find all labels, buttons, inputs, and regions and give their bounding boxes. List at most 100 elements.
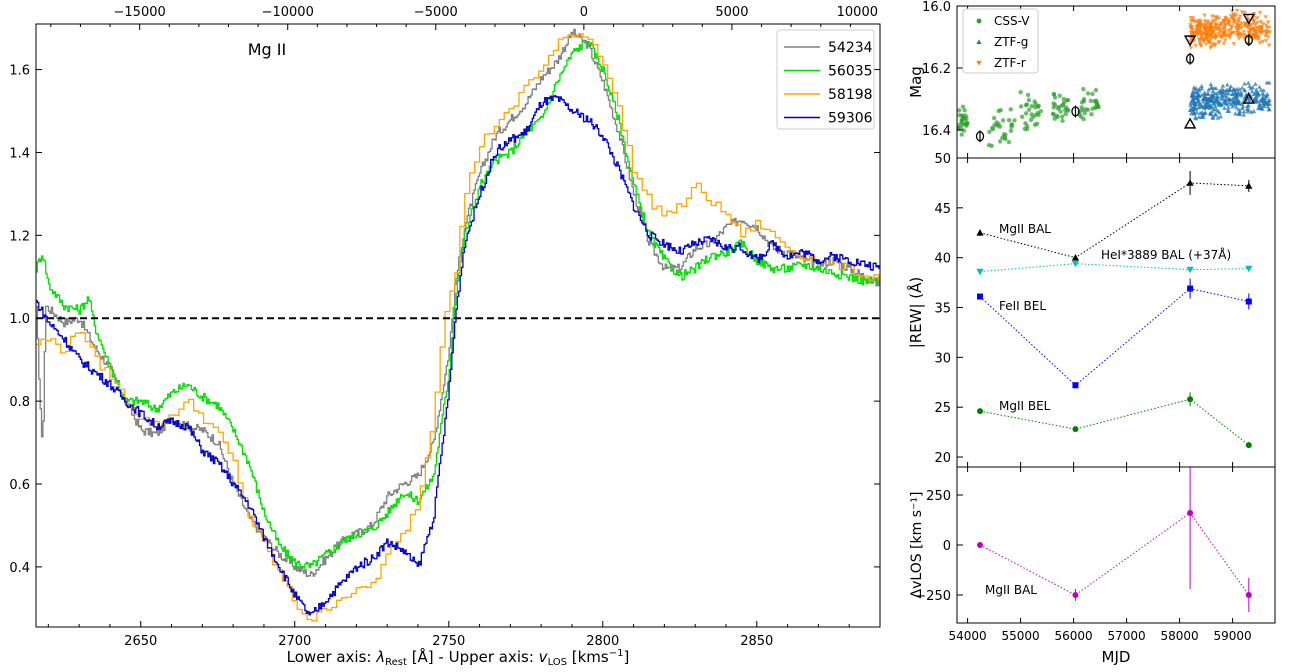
y-tick-label: 0.8 bbox=[9, 395, 30, 410]
lc-point-ztf-g bbox=[1198, 101, 1203, 106]
lc-point-ztf-g bbox=[1210, 88, 1216, 93]
spectrum-line-59306 bbox=[36, 95, 880, 616]
lc-point-ztf-r bbox=[1265, 35, 1271, 40]
lc-point-css-v bbox=[957, 108, 962, 113]
lc-point-css-v bbox=[1036, 104, 1041, 109]
lc-point-ztf-r bbox=[1242, 34, 1248, 39]
rew-point bbox=[1245, 298, 1252, 305]
lc-point-ztf-r bbox=[1257, 10, 1263, 16]
lc-point-ztf-r bbox=[1205, 19, 1211, 24]
lc-point-ztf-r bbox=[1221, 41, 1227, 46]
lc-point-ztf-g bbox=[1251, 108, 1257, 114]
lc-point-css-v bbox=[1029, 104, 1034, 109]
lc-point-ztf-r bbox=[1254, 32, 1259, 37]
lc-point-ztf-r bbox=[1197, 38, 1203, 43]
legend-label: 54234 bbox=[828, 40, 873, 56]
lc-point-ztf-g bbox=[1210, 115, 1216, 120]
y-tick-label: 16.4 bbox=[922, 124, 951, 139]
lc-point-css-v bbox=[1085, 91, 1091, 96]
lc-point-ztf-r bbox=[1263, 23, 1269, 28]
lc-point-ztf-g bbox=[1224, 90, 1229, 95]
legend-label: CSS-V bbox=[994, 14, 1030, 28]
rew-point bbox=[1187, 396, 1194, 403]
lc-point-ztf-g bbox=[1212, 104, 1218, 109]
lc-point-ztf-g bbox=[1220, 93, 1226, 98]
y-tick-label: 30 bbox=[934, 351, 951, 366]
y-tick-label: 45 bbox=[934, 202, 951, 217]
lc-point-css-v bbox=[1059, 114, 1065, 119]
y-tick-label: 1.6 bbox=[9, 64, 30, 79]
velocity-point bbox=[1245, 592, 1252, 598]
lc-point-ztf-r bbox=[1207, 23, 1213, 28]
lc-point-css-v bbox=[1052, 95, 1058, 100]
lc-point-ztf-g bbox=[1267, 107, 1272, 112]
lc-point-ztf-g bbox=[1225, 82, 1230, 87]
lc-point-ztf-g bbox=[1231, 87, 1236, 92]
lc-point-ztf-g bbox=[1218, 114, 1223, 119]
lc-point-ztf-g bbox=[1195, 99, 1200, 104]
lc-point-ztf-r bbox=[1228, 24, 1234, 29]
lc-point-css-v bbox=[1080, 107, 1085, 113]
rew-series-label: MgII BEL bbox=[999, 399, 1051, 413]
y-tick-label: 40 bbox=[934, 252, 951, 267]
lc-point-css-v bbox=[1061, 100, 1067, 105]
lc-point-ztf-r bbox=[1241, 30, 1247, 35]
lightcurve-points bbox=[957, 8, 1272, 149]
lc-point-ztf-r bbox=[1216, 23, 1222, 29]
lc-point-css-v bbox=[961, 128, 967, 133]
lc-point-css-v bbox=[1018, 104, 1024, 109]
lc-point-ztf-r bbox=[1221, 30, 1226, 35]
lc-point-ztf-r bbox=[1248, 23, 1254, 28]
lc-point-ztf-r bbox=[1259, 26, 1264, 31]
lc-point-ztf-r bbox=[1213, 22, 1219, 27]
lc-point-ztf-r bbox=[1266, 43, 1272, 48]
top-tick-label: 5000 bbox=[715, 5, 748, 20]
lc-point-ztf-g bbox=[1226, 105, 1231, 110]
rew-series-label: HeI*3889 BAL (+37Å) bbox=[1101, 247, 1231, 262]
lc-point-css-v bbox=[1001, 132, 1007, 137]
epoch-marker-triangle-down bbox=[1242, 13, 1256, 25]
lc-point-ztf-r bbox=[1235, 33, 1240, 38]
lc-point-ztf-g bbox=[1241, 112, 1247, 117]
lc-point-ztf-r bbox=[1226, 19, 1231, 24]
lc-point-ztf-g bbox=[1239, 85, 1245, 90]
lc-point-css-v bbox=[1022, 126, 1028, 132]
lc-point-ztf-r bbox=[1254, 16, 1260, 21]
lc-point-css-v bbox=[960, 104, 966, 109]
rew-point bbox=[976, 229, 984, 236]
lc-point-ztf-g bbox=[1221, 99, 1227, 104]
lc-point-ztf-r bbox=[1194, 25, 1200, 30]
lc-point-ztf-r bbox=[1202, 28, 1208, 33]
lc-point-ztf-g bbox=[1218, 101, 1224, 106]
rew-point bbox=[977, 293, 984, 300]
lc-point-ztf-r bbox=[1231, 42, 1237, 47]
lc-point-ztf-g bbox=[1211, 101, 1217, 106]
lc-point-ztf-g bbox=[1210, 109, 1215, 114]
legend-label: ZTF-r bbox=[994, 56, 1026, 70]
y-tick-label: 25 bbox=[934, 401, 951, 416]
lc-point-ztf-r bbox=[1226, 29, 1231, 34]
lc-point-ztf-r bbox=[1204, 42, 1209, 47]
lc-point-css-v bbox=[1019, 114, 1025, 120]
lc-point-ztf-g bbox=[1236, 107, 1242, 112]
y-tick-label: 0.4 bbox=[9, 561, 30, 576]
lc-point-css-v bbox=[1000, 118, 1006, 123]
lc-point-ztf-g bbox=[1188, 103, 1193, 108]
lc-point-css-v bbox=[1006, 118, 1012, 123]
lc-point-css-v bbox=[1026, 97, 1032, 103]
lc-point-ztf-r bbox=[1255, 36, 1260, 41]
lc-point-ztf-g bbox=[1220, 96, 1225, 101]
lc-point-css-v bbox=[1003, 136, 1008, 142]
lc-point-ztf-g bbox=[1246, 103, 1251, 108]
lc-point-css-v bbox=[1065, 97, 1071, 103]
lc-point-css-v bbox=[1089, 111, 1094, 117]
lc-point-ztf-r bbox=[1201, 40, 1207, 45]
x-tick-label: 2850 bbox=[740, 634, 773, 649]
lc-point-ztf-g bbox=[1226, 97, 1232, 102]
lc-point-ztf-g bbox=[1244, 106, 1250, 111]
lc-point-css-v bbox=[1051, 112, 1056, 117]
lc-point-ztf-g bbox=[1192, 103, 1198, 108]
lc-point-ztf-r bbox=[1214, 15, 1220, 20]
lc-point-css-v bbox=[1088, 98, 1094, 104]
lc-point-ztf-g bbox=[1230, 104, 1235, 109]
